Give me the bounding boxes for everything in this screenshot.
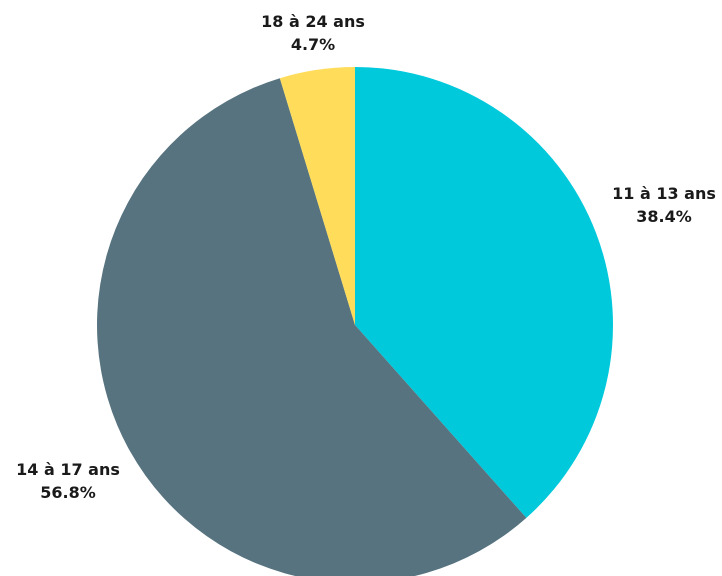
- slice-label-3: 18 à 24 ans: [261, 12, 365, 31]
- slice-value-2: 56.8%: [40, 483, 96, 502]
- slice-value-1: 38.4%: [636, 207, 692, 226]
- pie-slice-2: [97, 78, 527, 576]
- pie-slices: [97, 67, 614, 576]
- slice-label-1: 11 à 13 ans: [612, 184, 716, 203]
- pie-slice-1: [355, 67, 614, 518]
- slice-value-3: 4.7%: [291, 35, 335, 54]
- slice-label-2: 14 à 17 ans: [16, 460, 120, 479]
- pie-slice-3: [279, 67, 355, 325]
- pie-labels: 11 à 13 ans 38.4% 14 à 17 ans 56.8% 18 à 24 …: [16, 12, 716, 502]
